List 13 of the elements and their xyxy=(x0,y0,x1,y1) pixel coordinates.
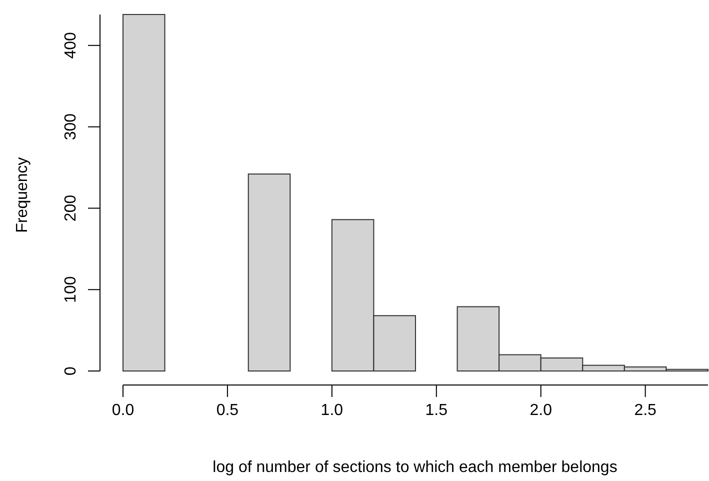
y-axis-title: Frequency xyxy=(14,157,31,233)
y-tick-label: 200 xyxy=(62,194,80,222)
x-tick-label: 1.0 xyxy=(320,402,344,419)
x-tick-label: 0.0 xyxy=(112,402,134,419)
x-tick-label: 2.5 xyxy=(634,402,657,419)
y-tick-label: 400 xyxy=(62,32,80,59)
x-tick-label: 0.5 xyxy=(216,402,239,419)
x-axis-title: log of number of sections to which each member belongs xyxy=(212,459,618,476)
y-tick-label: 100 xyxy=(62,276,80,303)
x-tick-label: 2.0 xyxy=(530,402,552,419)
y-tick-label: 300 xyxy=(62,113,80,140)
y-tick-label: 0 xyxy=(62,366,80,376)
x-tick-label: 1.5 xyxy=(425,402,448,419)
